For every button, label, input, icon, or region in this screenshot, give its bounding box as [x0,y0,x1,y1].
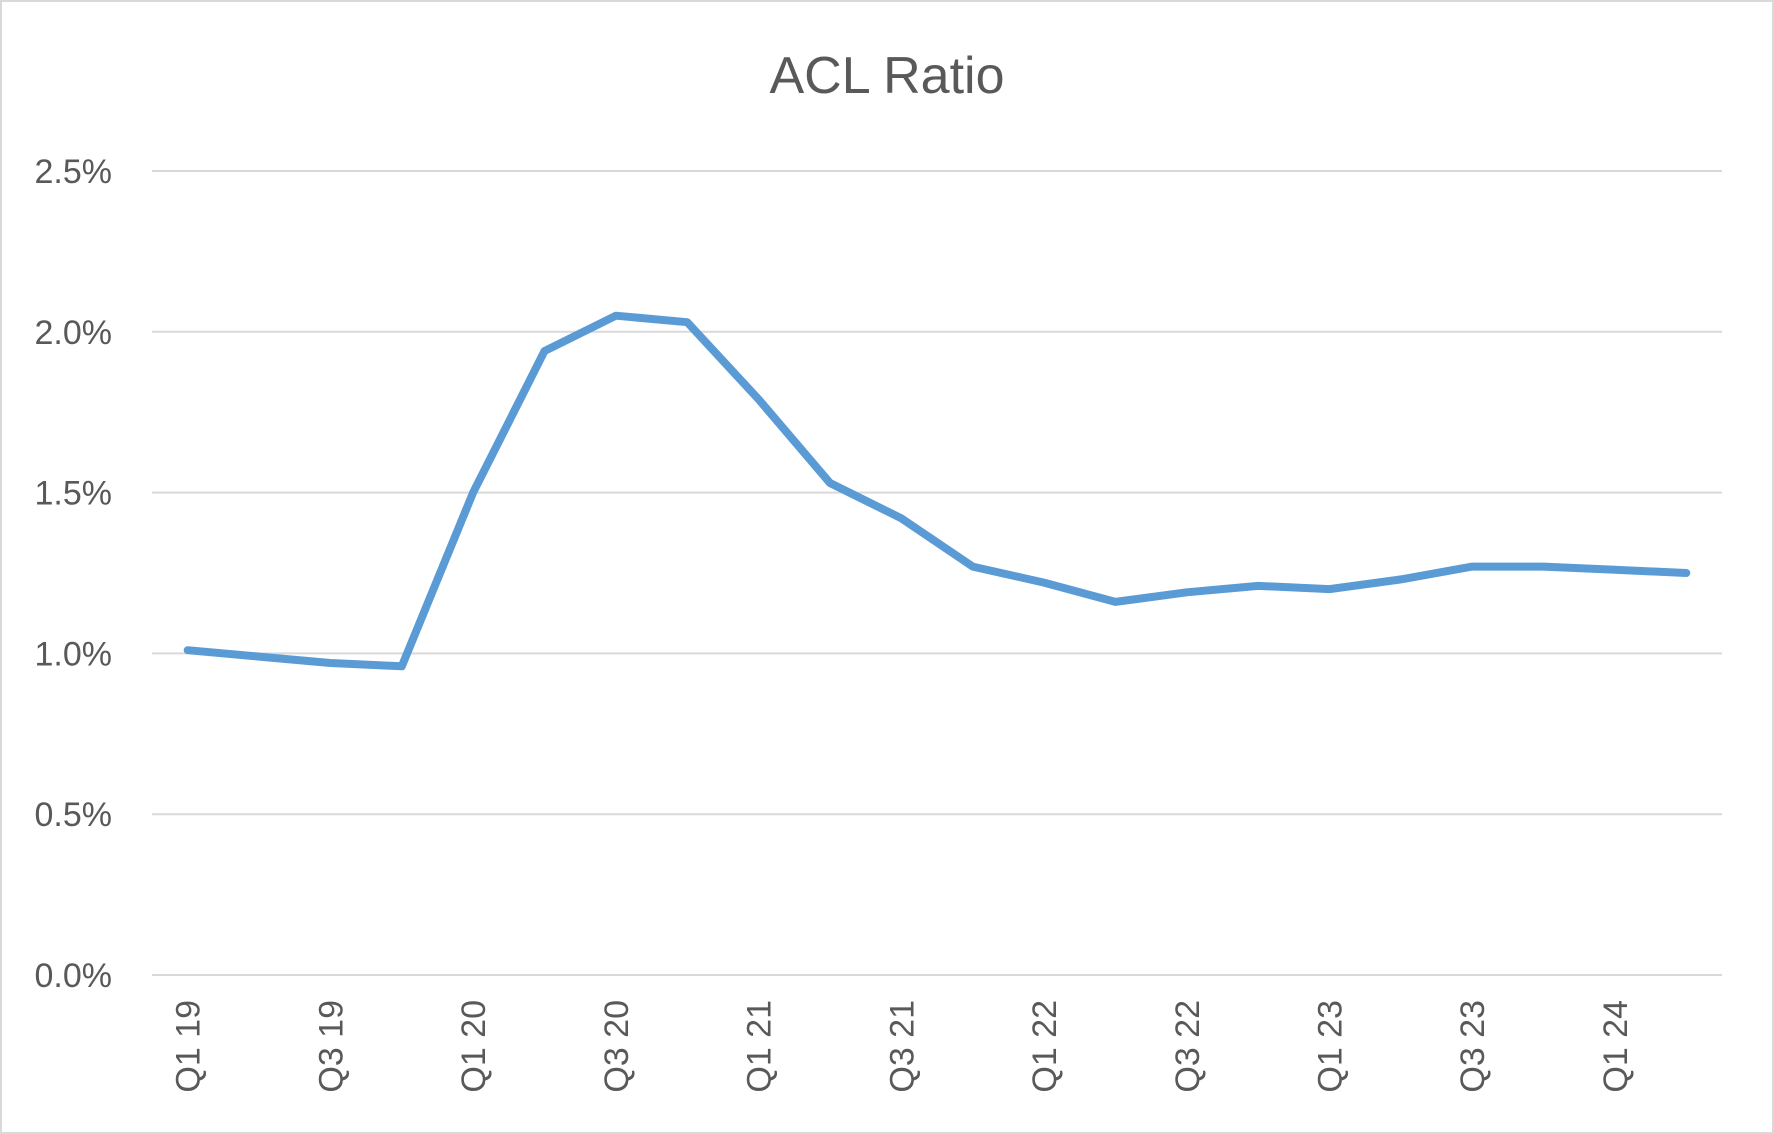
series-line [183,311,1691,671]
x-tick-label: Q3 23 [1454,1000,1492,1093]
x-tick-label: Q1 21 [741,1000,779,1093]
x-tick-label: Q3 21 [883,1000,921,1093]
y-tick-label: 2.5% [35,153,113,191]
x-tick-label: Q1 19 [170,1000,208,1093]
y-tick-label: 2.0% [35,314,113,352]
y-axis-tick-labels: 0.0% 0.5% 1.0% 1.5% 2.0% 2.5% [35,153,113,995]
chart-title: ACL Ratio [769,47,1004,105]
y-tick-label: 1.5% [35,475,113,513]
x-tick-label: Q1 23 [1312,1000,1350,1093]
gridlines [152,170,1722,976]
x-tick-label: Q1 24 [1597,1000,1635,1093]
series-group [183,311,1691,671]
x-tick-label: Q3 20 [598,1000,636,1093]
x-tick-label: Q3 22 [1169,1000,1207,1093]
x-tick-label: Q1 22 [1026,1000,1064,1093]
y-tick-label: 0.0% [35,957,113,995]
y-tick-label: 0.5% [35,796,113,834]
y-tick-label: 1.0% [35,635,113,673]
x-tick-label: Q3 19 [312,1000,350,1093]
x-axis-tick-labels: Q1 19 Q3 19 Q1 20 Q3 20 Q1 21 Q3 21 Q1 22 Q3 22… [170,1000,1635,1093]
x-tick-label: Q1 20 [455,1000,493,1093]
